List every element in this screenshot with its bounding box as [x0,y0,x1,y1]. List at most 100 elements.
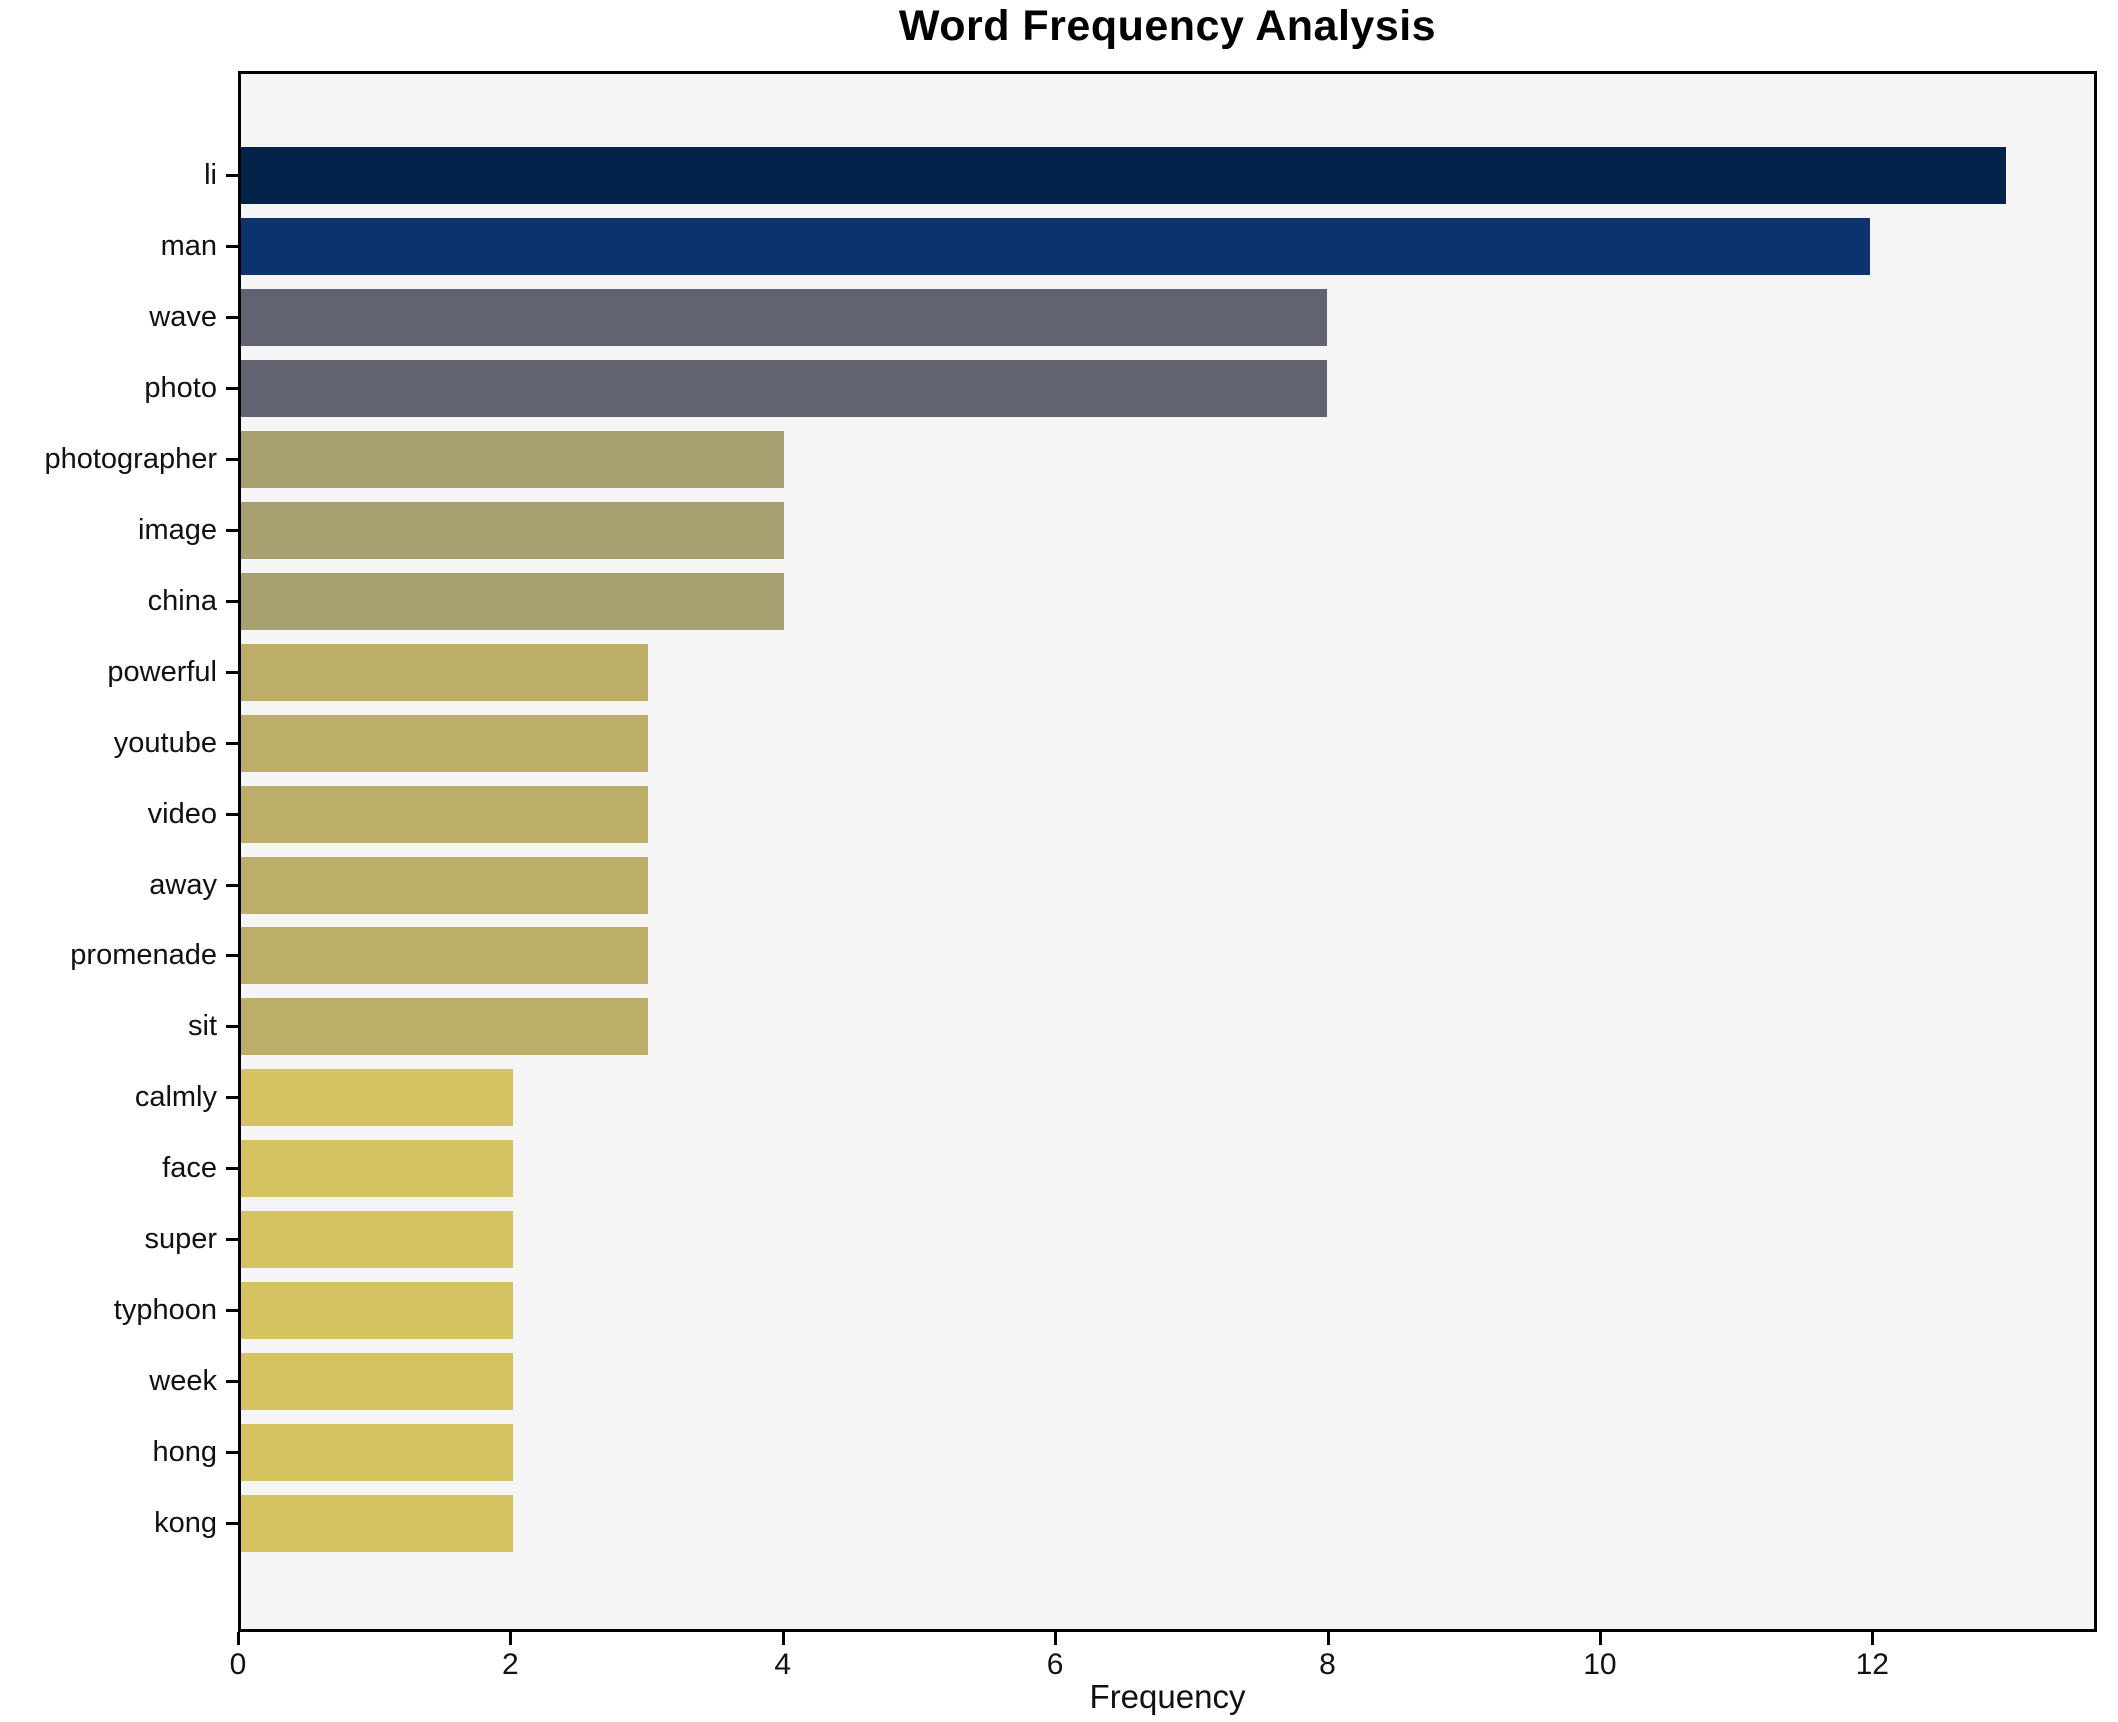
bar-row [241,1346,2094,1417]
bar-typhoon [241,1282,513,1340]
x-tick-mark [237,1632,240,1645]
y-label-row: kong [0,1488,238,1559]
bar-row [241,920,2094,991]
y-tick-label: super [144,1223,217,1256]
x-tick-mark [1054,1632,1058,1645]
x-tick-label: 10 [1583,1648,1617,1681]
bar-photo [241,359,1327,417]
x-axis-title: Frequency [1089,1678,1246,1715]
bar-away [241,856,649,914]
bar-row [241,1062,2094,1133]
y-label-row: away [0,850,238,921]
y-tick-label: man [160,229,217,262]
bar-row [241,1133,2094,1204]
y-tick-label: photo [144,371,217,404]
bars [241,74,2094,1629]
y-tick-label: video [147,797,217,830]
bar-row [241,779,2094,850]
bar-row [241,495,2094,566]
plot-area [238,71,2097,1632]
bar-row [241,140,2094,211]
bar-super [241,1211,513,1269]
x-tick-mark [1871,1632,1875,1645]
y-tick-mark [226,954,238,958]
x-tick-mark [1326,1632,1330,1645]
bar-sit [241,998,649,1056]
y-tick-label: face [162,1152,217,1185]
bar-hong [241,1424,513,1482]
y-tick-label: kong [154,1507,217,1540]
y-tick-label: li [204,158,217,191]
y-label-row: youtube [0,708,238,779]
y-label-row: china [0,566,238,637]
x-tick-label: 2 [502,1648,519,1681]
y-axis-labels: li man wave photo photographer image china powe… [0,71,238,1632]
y-label-row: photographer [0,424,238,495]
bar-row [241,211,2094,282]
y-tick-label: china [147,584,217,617]
bar-kong [241,1495,513,1553]
y-label-row: video [0,779,238,850]
x-tick-label: 4 [774,1648,792,1681]
x-tick-label: 12 [1855,1648,1889,1681]
bar-week [241,1353,513,1411]
y-tick-label: hong [152,1436,217,1469]
y-tick-label: wave [149,300,217,333]
bar-powerful [241,643,649,701]
bar-li [241,146,2006,204]
y-tick-mark [226,812,238,816]
y-tick-mark [226,1238,238,1242]
y-label-row: man [0,211,238,282]
y-tick-mark [226,1380,238,1384]
bar-photographer [241,430,784,488]
y-label-row: face [0,1133,238,1204]
x-tick-mark [781,1632,785,1645]
y-tick-label: away [149,868,217,901]
y-tick-mark [226,670,238,674]
bar-image [241,501,784,559]
bar-youtube [241,714,649,772]
bar-row [241,991,2094,1062]
y-label-row: sit [0,991,238,1062]
y-tick-label: powerful [107,655,217,688]
y-label-row: li [0,140,238,211]
y-tick-label: promenade [70,939,217,972]
y-tick-label: image [138,513,217,546]
y-tick-label: typhoon [113,1294,217,1327]
y-tick-mark [226,883,238,887]
x-tick-label: 0 [229,1648,247,1681]
bar-row [241,637,2094,708]
bar-row [241,1275,2094,1346]
bar-promenade [241,927,649,985]
bar-china [241,572,784,630]
y-tick-mark [226,599,238,603]
x-tick-label: 8 [1319,1648,1336,1681]
bar-row [241,353,2094,424]
y-tick-label: photographer [44,442,217,475]
y-tick-mark [226,244,238,248]
y-tick-label: youtube [113,726,217,759]
bar-row [241,708,2094,779]
y-tick-mark [226,1451,238,1455]
y-tick-mark [226,1167,238,1171]
y-tick-label: sit [188,1010,217,1043]
bar-man [241,217,1870,275]
y-tick-mark [226,741,238,745]
y-tick-mark [226,1096,238,1100]
bar-row [241,282,2094,353]
y-tick-mark [226,1522,238,1526]
bar-row [241,850,2094,921]
y-label-row: hong [0,1417,238,1488]
x-axis-ticks: 0 2 4 6 8 10 12 [230,1632,2097,1722]
x-tick-label: 6 [1046,1648,1064,1681]
y-tick-mark [226,528,238,532]
y-label-row: promenade [0,920,238,991]
y-label-row: typhoon [0,1275,238,1346]
bar-wave [241,288,1327,346]
bar-row [241,1204,2094,1275]
y-tick-mark [226,1309,238,1313]
bar-calmly [241,1069,513,1127]
y-label-row: image [0,495,238,566]
y-tick-mark [226,386,238,390]
y-label-row: wave [0,282,238,353]
